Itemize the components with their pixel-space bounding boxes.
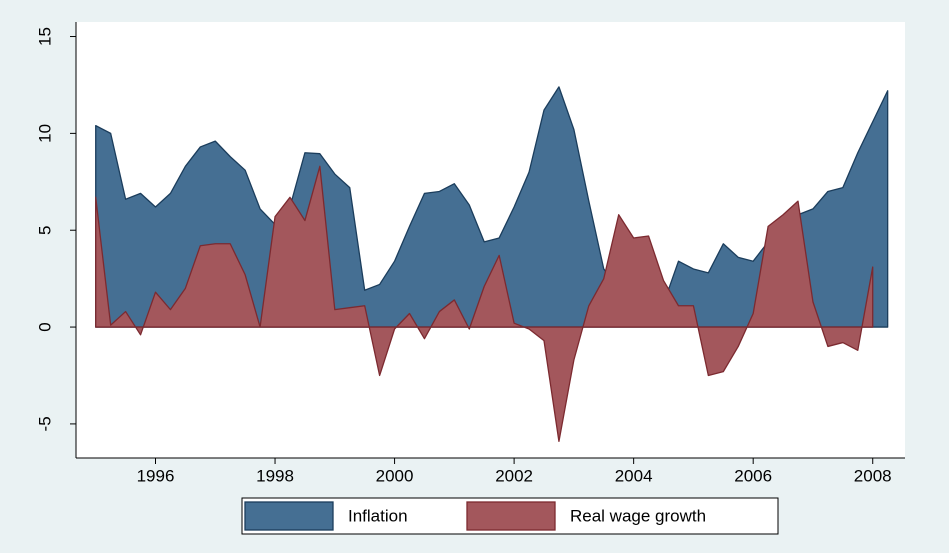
legend-swatch (244, 501, 334, 531)
x-tick-label: 2000 (376, 466, 414, 485)
y-tick-label: 15 (35, 27, 54, 46)
y-tick-label: 0 (35, 322, 54, 331)
legend-swatch (466, 501, 556, 531)
y-tick-label: 5 (35, 225, 54, 234)
y-tick-label: 10 (35, 124, 54, 143)
x-tick-label: 2006 (734, 466, 772, 485)
x-tick-label: 2008 (854, 466, 892, 485)
x-tick-label: 1996 (137, 466, 175, 485)
area-fill (95, 165, 874, 442)
x-tick-label: 2002 (495, 466, 533, 485)
legend-label: Real wage growth (570, 506, 706, 525)
y-tick-label: -5 (35, 416, 54, 431)
x-tick-label: 1998 (256, 466, 294, 485)
x-tick-label: 2004 (615, 466, 653, 485)
legend-label: Inflation (348, 506, 408, 525)
